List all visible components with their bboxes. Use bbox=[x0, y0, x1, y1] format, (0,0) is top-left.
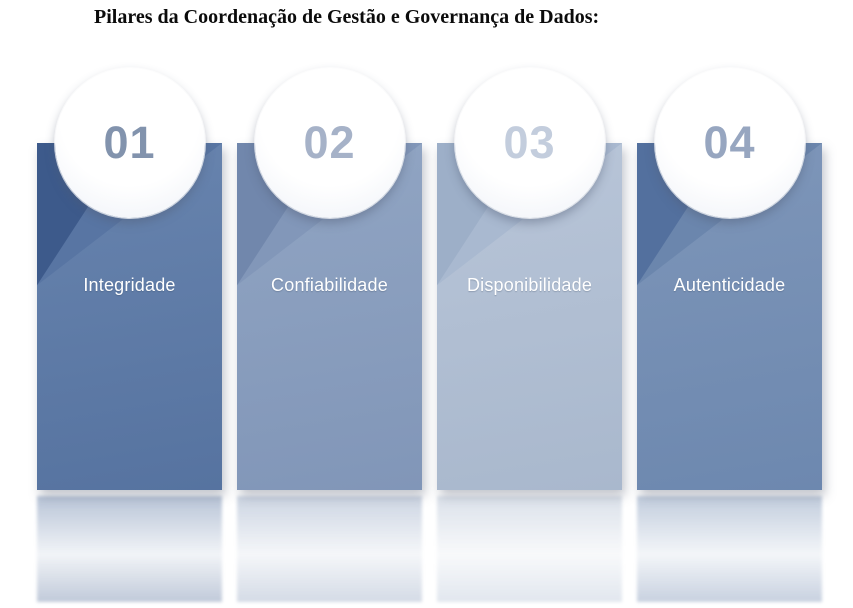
pillar-card-2: Confiabilidade 02 bbox=[237, 68, 422, 608]
step-number: 03 bbox=[503, 117, 556, 168]
step-number: 01 bbox=[103, 117, 156, 168]
pillar-card-4: Autenticidade 04 bbox=[637, 68, 822, 608]
pillar-label: Autenticidade bbox=[673, 275, 786, 295]
pillar-reflection bbox=[637, 496, 822, 602]
step-number-circle: 03 bbox=[454, 68, 605, 218]
pillar-card-3: Disponibilidade 03 bbox=[437, 68, 622, 608]
step-number-circle: 02 bbox=[254, 68, 405, 218]
pillar-reflection bbox=[37, 496, 222, 602]
pillar-label: Disponibilidade bbox=[466, 275, 593, 295]
step-number-circle: 04 bbox=[654, 68, 805, 218]
step-number: 04 bbox=[703, 117, 756, 168]
step-number: 02 bbox=[303, 117, 356, 168]
pillar-card-1: Integridade 01 bbox=[37, 68, 222, 608]
pillar-reflection bbox=[437, 496, 622, 602]
diagram-title: Pilares da Coordenação de Gestão e Gover… bbox=[94, 6, 600, 28]
pillar-reflection bbox=[237, 496, 422, 602]
step-number-circle: 01 bbox=[54, 68, 205, 218]
pillar-label: Confiabilidade bbox=[271, 275, 388, 295]
pillar-label: Integridade bbox=[83, 275, 176, 295]
